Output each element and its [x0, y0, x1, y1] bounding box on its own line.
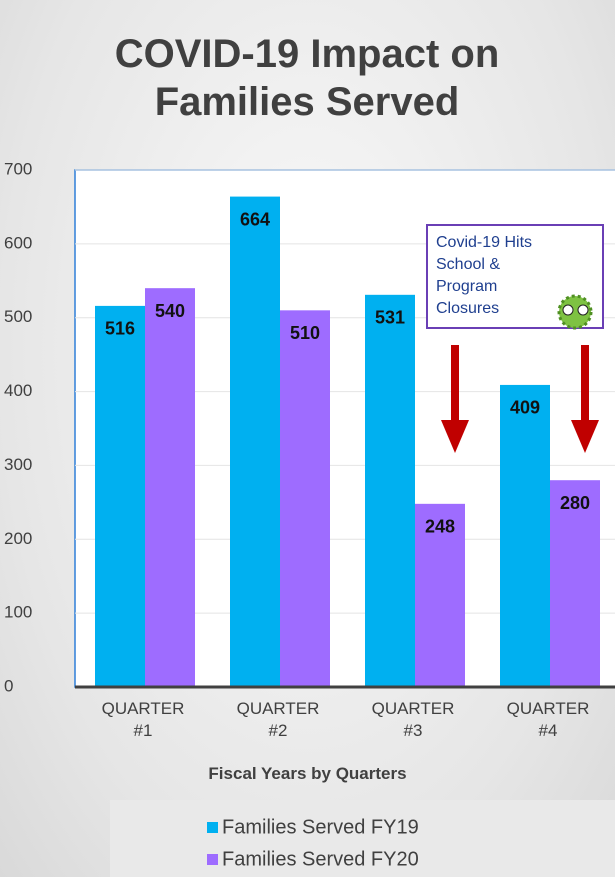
- value-label: 510: [290, 323, 320, 343]
- virus-icon: [557, 294, 593, 330]
- x-tick-label: QUARTER #4: [506, 699, 590, 740]
- virus-eye: [562, 304, 574, 316]
- legend-box: [110, 800, 615, 877]
- value-label: 664: [240, 209, 270, 229]
- arrow-head: [441, 420, 469, 453]
- arrow-head: [571, 420, 599, 453]
- bar: [230, 196, 280, 688]
- y-tick-label: 0: [4, 676, 13, 695]
- virus-eye: [577, 304, 589, 316]
- x-tick-label: QUARTER #3: [371, 699, 455, 740]
- chart-title: COVID-19 Impact on Families Served: [114, 32, 500, 124]
- legend-swatch: [207, 854, 218, 865]
- value-label: 531: [375, 308, 405, 328]
- y-tick-label: 700: [4, 159, 32, 178]
- legend-swatch: [207, 822, 218, 833]
- value-label: 248: [425, 517, 455, 537]
- y-tick-label: 500: [4, 307, 32, 326]
- y-tick-label: 400: [4, 381, 32, 400]
- value-label: 516: [105, 319, 135, 339]
- value-label: 280: [560, 493, 590, 513]
- bar: [500, 384, 550, 687]
- x-axis-title: Fiscal Years by Quarters: [208, 764, 407, 783]
- bar: [550, 480, 600, 687]
- bar: [145, 288, 195, 687]
- bar: [95, 305, 145, 687]
- bar: [280, 310, 330, 687]
- y-tick-label: 200: [4, 529, 32, 548]
- value-label: 409: [510, 398, 540, 418]
- value-label: 540: [155, 301, 185, 321]
- y-tick-label: 600: [4, 233, 32, 252]
- y-tick-label: 100: [4, 603, 32, 622]
- annotation: Covid-19 Hits School & Program Closures: [436, 234, 533, 317]
- legend-label: Families Served FY20: [222, 848, 419, 870]
- bar: [365, 294, 415, 687]
- x-tick-label: QUARTER #1: [101, 699, 185, 740]
- arrow-shaft: [581, 345, 589, 423]
- arrow-shaft: [451, 345, 459, 423]
- legend-label: Families Served FY19: [222, 816, 419, 838]
- y-tick-label: 300: [4, 455, 32, 474]
- x-tick-label: QUARTER #2: [236, 699, 320, 740]
- bar: [415, 503, 465, 687]
